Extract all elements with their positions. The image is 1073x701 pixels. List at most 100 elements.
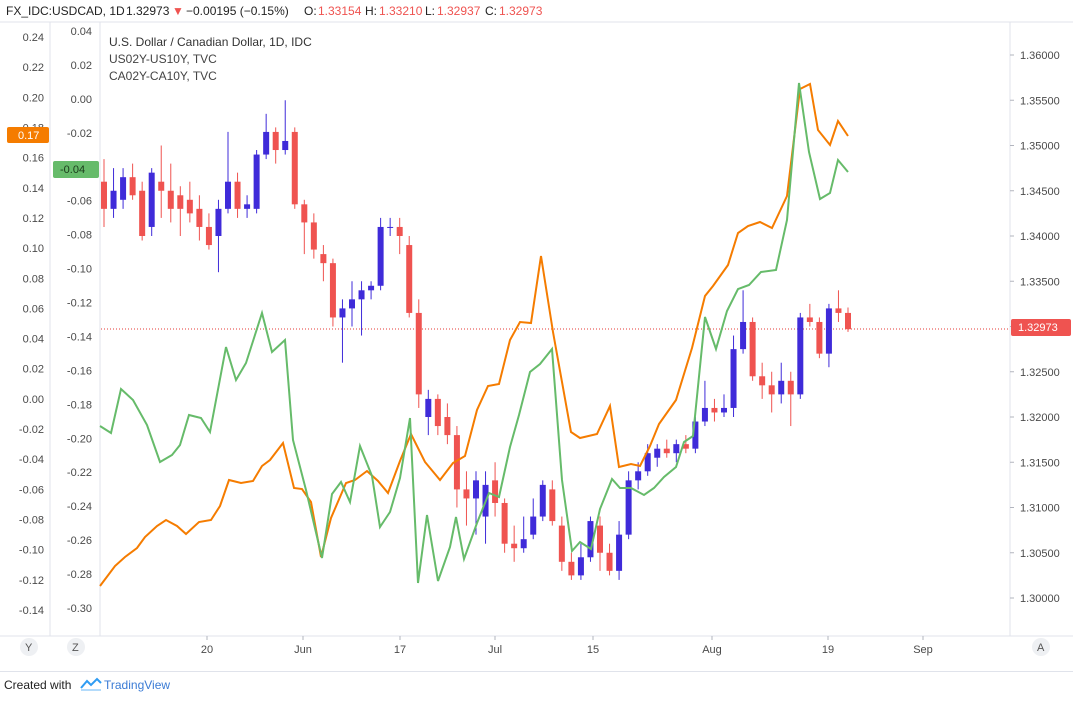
candle-body (606, 552, 613, 571)
candle-body (310, 222, 317, 250)
candle-body (787, 380, 794, 395)
inner-left-tick-label: -0.24 (67, 501, 92, 513)
header-low-label: L: (425, 4, 435, 18)
candle (205, 213, 212, 250)
header-symbol: FX_IDC:USDCAD, 1D (6, 4, 125, 18)
price-tick-label: 1.31000 (1020, 503, 1060, 515)
price-badge-bg (1011, 319, 1071, 336)
candle (139, 181, 146, 241)
candle-body (396, 226, 403, 236)
y-button-bg (20, 638, 38, 656)
candle (434, 394, 441, 436)
candle-body (511, 543, 518, 549)
candle-body (730, 349, 737, 408)
candle (692, 417, 699, 454)
candle-body (835, 308, 842, 313)
time-tick-label: Sep (913, 644, 933, 656)
candle (425, 389, 432, 436)
candle (272, 127, 279, 164)
candle-body (549, 489, 556, 522)
candle-body (387, 226, 394, 228)
outer-left-tick-label: 0.06 (23, 303, 44, 315)
candle (301, 199, 308, 255)
candle-body (225, 181, 231, 209)
log-scale-y-button[interactable]: Y (20, 638, 38, 656)
candle-body (825, 308, 832, 354)
price-badge-value: 1.32973 (1018, 322, 1058, 334)
candle (787, 371, 794, 427)
candle (148, 168, 155, 236)
candle (158, 145, 165, 218)
y-button-label: Y (25, 642, 33, 654)
header-change: −0.00195 (−0.15%) (186, 4, 289, 18)
outer-left-axis[interactable]: 0.240.220.200.180.160.140.120.100.080.06… (19, 32, 44, 617)
candle-body (797, 317, 804, 395)
inner-left-axis[interactable]: 0.040.020.00-0.02-0.04-0.06-0.08-0.10-0.… (67, 26, 92, 615)
candle-body (377, 226, 384, 286)
candle (320, 245, 327, 282)
candle (167, 163, 174, 223)
tradingview-logo-icon[interactable] (80, 676, 102, 692)
outer-left-tick-label: 0.14 (23, 183, 44, 195)
candle-body (501, 502, 508, 544)
time-tick-label: 15 (587, 644, 599, 656)
candle (740, 290, 747, 354)
auto-scale-a-button[interactable]: A (1032, 638, 1050, 656)
inner-left-tick-label: -0.16 (67, 365, 92, 377)
header-close-value: 1.32973 (499, 4, 543, 18)
candle-body (444, 417, 451, 436)
header-high-label: H: (365, 4, 377, 18)
candle (549, 480, 556, 526)
candle (339, 299, 346, 363)
tradingview-brand-link[interactable]: TradingView (104, 678, 171, 692)
footer: Created with TradingView (0, 671, 1073, 701)
candle-body (740, 321, 747, 350)
candle-body (129, 177, 136, 196)
candle (358, 281, 365, 336)
candle-body (453, 435, 460, 490)
candle-body (663, 448, 670, 454)
candle (711, 398, 718, 422)
candle-body (148, 172, 155, 227)
candle-body (558, 525, 565, 562)
ca02y-ca10y-line (99, 82, 849, 584)
time-axis[interactable]: 20 Jun 17 Jul 15 Aug 19 Sep (201, 636, 933, 656)
candle-body (358, 290, 365, 300)
candle (663, 439, 670, 458)
candle (749, 317, 756, 381)
price-tick-label: 1.32500 (1020, 367, 1060, 379)
candle-body (520, 539, 527, 549)
outer-left-tick-label: -0.12 (19, 575, 44, 587)
outer-left-tick-label: 0.04 (23, 334, 44, 346)
inner-left-tick-label: -0.02 (67, 128, 92, 140)
price-value-badge: 1.32973 (1011, 319, 1071, 336)
candle (835, 290, 842, 322)
candle (120, 168, 127, 209)
candle-body (721, 407, 727, 413)
candle (329, 258, 336, 327)
candle-body (539, 484, 546, 517)
time-tick-label: Aug (702, 644, 722, 656)
candle (635, 462, 642, 490)
candle-body (120, 177, 127, 200)
header-high-value: 1.33210 (379, 4, 423, 18)
candle (511, 525, 518, 562)
candle (568, 552, 575, 580)
candle (825, 303, 832, 368)
candle (453, 426, 460, 508)
candle-body (682, 444, 689, 449)
candle-body (415, 312, 422, 395)
candle (244, 195, 251, 218)
candle (701, 380, 708, 427)
candle-body (644, 453, 651, 472)
price-tick-label: 1.30500 (1020, 548, 1060, 560)
price-tick-label: 1.33500 (1020, 276, 1060, 288)
header-low-value: 1.32937 (437, 4, 481, 18)
scale-z-button[interactable]: Z (67, 638, 85, 656)
candle-body (597, 525, 603, 553)
plot-area[interactable] (99, 82, 1010, 587)
header-open-label: O: (304, 4, 317, 18)
candle-body (473, 480, 479, 499)
candle-body (167, 190, 174, 209)
candle (215, 199, 222, 273)
